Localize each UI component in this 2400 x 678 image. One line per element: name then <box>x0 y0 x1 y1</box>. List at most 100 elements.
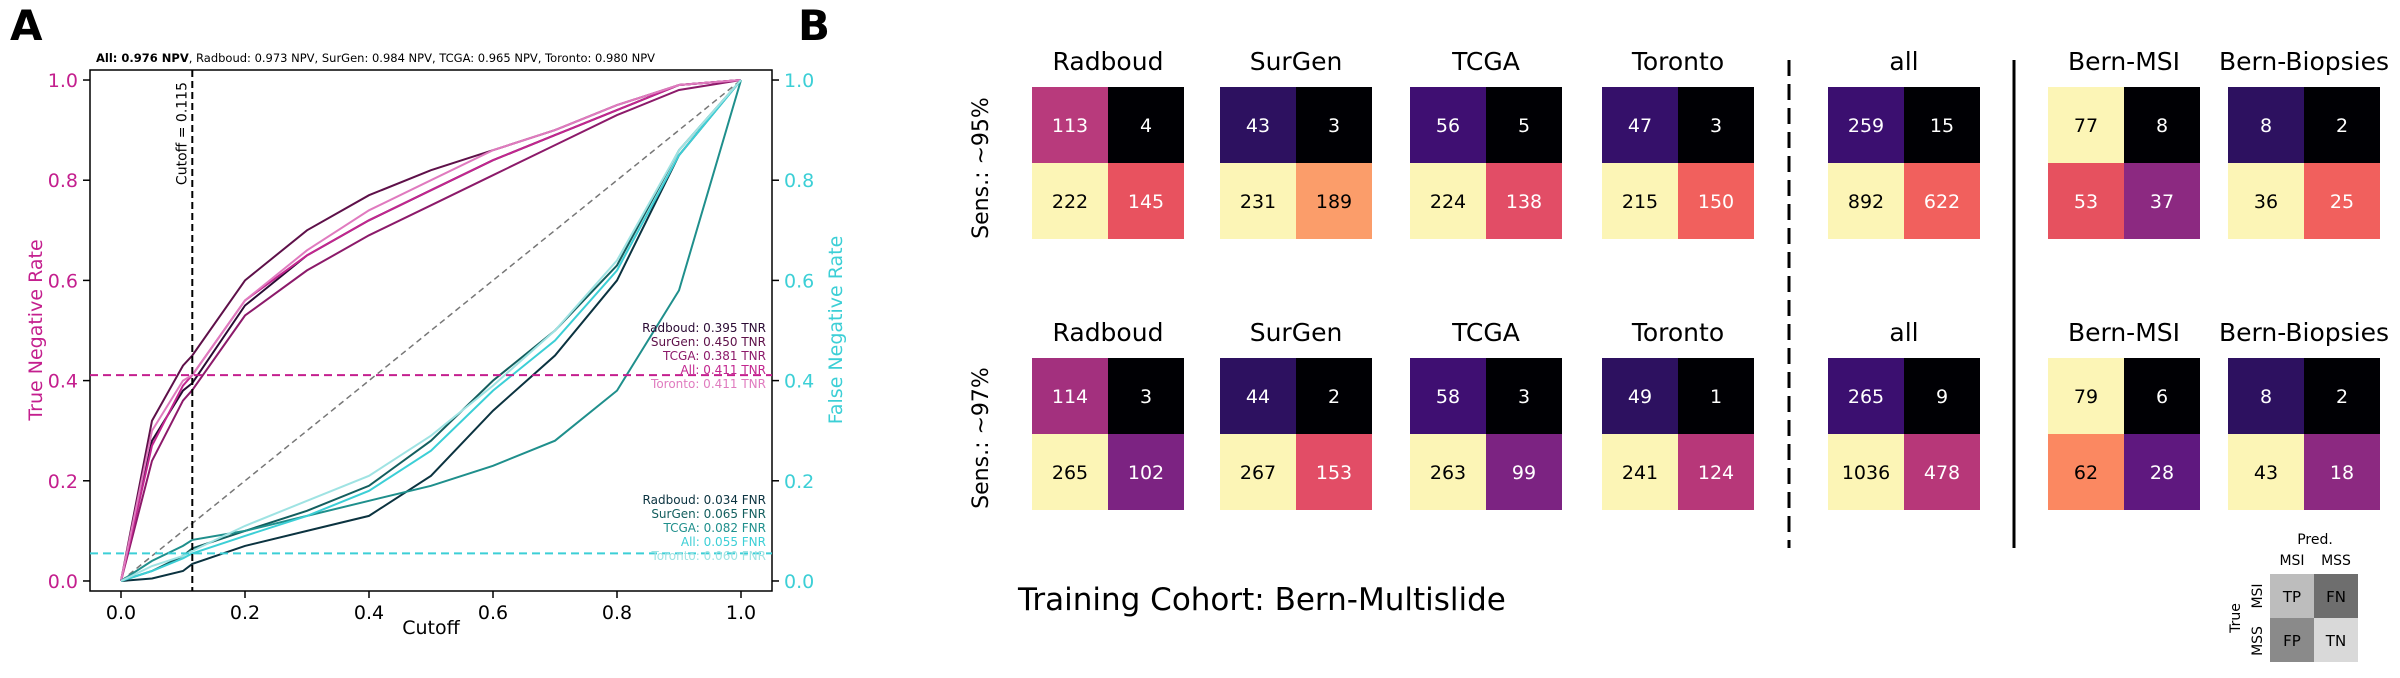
matrix-cell <box>1486 434 1562 510</box>
matrix-cell-value: 43 <box>2254 462 2278 484</box>
matrix-cell-value: 9 <box>1936 386 1948 408</box>
fnr-label: SurGen: 0.065 FNR <box>651 507 766 521</box>
matrix-title: Toronto <box>1631 47 1724 76</box>
plot-frame <box>89 69 773 592</box>
matrix-cell-value: 124 <box>1698 462 1734 484</box>
matrix-cell <box>1032 87 1108 163</box>
legend-cell <box>2270 574 2314 618</box>
matrix-cell <box>1032 163 1108 239</box>
matrix-cell-value: 1036 <box>1842 462 1890 484</box>
legend-cell-label: TN <box>2325 632 2346 650</box>
training-cohort-label: Training Cohort: Bern-Multislide <box>1017 582 1506 618</box>
matrix-cell <box>1220 163 1296 239</box>
matrix-cell <box>1108 358 1184 434</box>
row-label-95: Sens.: ~95% <box>969 97 994 239</box>
matrix-cell <box>1828 163 1904 239</box>
panel-b-letter: B <box>798 1 830 50</box>
matrix-cell <box>1032 434 1108 510</box>
matrix-cell <box>1108 87 1184 163</box>
series-fnr-radboud <box>120 79 742 582</box>
matrix-cell-value: 263 <box>1430 462 1466 484</box>
matrix-cell <box>2124 163 2200 239</box>
fnr-label: Radboud: 0.034 FNR <box>643 493 766 507</box>
fnr-label: TCGA: 0.082 FNR <box>662 521 766 535</box>
right-tick-label: 0.4 <box>784 371 814 393</box>
matrix-cell-value: 2 <box>2336 386 2348 408</box>
reference-lines: Cutoff = 0.115 <box>90 70 772 591</box>
matrix-bern-biopsies: Bern-Biopsies 8 2 36 25 <box>2219 47 2389 239</box>
matrix-cell <box>1410 163 1486 239</box>
matrix-bern-msi: Bern-MSI 79 6 62 28 <box>2048 318 2200 510</box>
matrix-cell-value: 36 <box>2254 191 2278 213</box>
matrix-title: TCGA <box>1451 47 1520 76</box>
npv-header-all: All: 0.976 NPV <box>96 51 189 65</box>
matrix-title: all <box>1889 318 1918 347</box>
right-axis-ticks: 0.0 0.2 0.4 0.6 0.8 1.0 <box>772 70 814 593</box>
tnr-label: Toronto: 0.411 TNR <box>650 377 766 391</box>
legend-cell-label: FN <box>2326 588 2346 606</box>
legend-pred-msi: MSI <box>2279 553 2304 569</box>
matrix-cell <box>1904 163 1980 239</box>
matrix-cell <box>1904 434 1980 510</box>
matrix-cell <box>2048 358 2124 434</box>
matrix-title: SurGen <box>1250 47 1343 76</box>
matrix-cell-value: 259 <box>1848 115 1884 137</box>
matrix-cell-value: 5 <box>1518 115 1530 137</box>
fnr-label: All: 0.055 FNR <box>681 535 766 549</box>
matrix-cell-value: 622 <box>1924 191 1960 213</box>
series-lines <box>120 79 742 582</box>
matrix-cell-value: 138 <box>1506 191 1542 213</box>
cutoff-label: Cutoff = 0.115 <box>174 82 190 185</box>
matrix-cell <box>1602 434 1678 510</box>
matrix-cell <box>1678 163 1754 239</box>
matrix-cell <box>1296 163 1372 239</box>
matrix-cell-value: 222 <box>1052 191 1088 213</box>
matrix-cell-value: 113 <box>1052 115 1088 137</box>
matrix-cell-value: 265 <box>1052 462 1088 484</box>
matrix-cell-value: 215 <box>1622 191 1658 213</box>
matrix-cell <box>1220 87 1296 163</box>
matrix-cell <box>2228 358 2304 434</box>
matrix-cell-value: 3 <box>1710 115 1722 137</box>
matrix-cell-value: 58 <box>1436 386 1460 408</box>
left-tick-label: 0.0 <box>48 571 78 593</box>
matrix-cell-value: 4 <box>1140 115 1152 137</box>
tnr-label: All: 0.411 TNR <box>680 363 766 377</box>
series-fnr-all <box>120 79 742 582</box>
matrix-cell-value: 3 <box>1328 115 1340 137</box>
row-label-97: Sens.: ~97% <box>969 367 994 509</box>
right-tick-label: 0.8 <box>784 170 814 192</box>
matrix-cell <box>2124 434 2200 510</box>
matrix-radboud: Radboud 113 4 222 145 <box>1032 47 1184 239</box>
series-fnr-tcga <box>120 79 742 582</box>
left-tick-label: 0.2 <box>48 471 78 493</box>
matrix-cell-value: 189 <box>1316 191 1352 213</box>
matrix-legend: Pred. MSI MSS True MSI MSS TP FN FP TN <box>2228 532 2358 662</box>
tnr-label: SurGen: 0.450 TNR <box>651 335 766 349</box>
legend-cell-label: TP <box>2282 588 2301 606</box>
matrix-cell-value: 47 <box>1628 115 1652 137</box>
matrix-title: all <box>1889 47 1918 76</box>
series-tnr-all <box>120 79 742 582</box>
matrix-cell-value: 18 <box>2330 462 2354 484</box>
matrix-tcga: TCGA 56 5 224 138 <box>1410 47 1562 239</box>
matrix-cell-value: 15 <box>1930 115 1954 137</box>
legend-true-msi: MSI <box>2250 583 2266 608</box>
matrix-cell-value: 2 <box>1328 386 1340 408</box>
matrix-cell-value: 8 <box>2260 386 2272 408</box>
matrix-cell-value: 150 <box>1698 191 1734 213</box>
series-tnr-tcga <box>120 79 742 582</box>
matrix-cell-value: 145 <box>1128 191 1164 213</box>
left-tick-label: 1.0 <box>48 70 78 92</box>
npv-header-rest: , Radboud: 0.973 NPV, SurGen: 0.984 NPV,… <box>189 51 655 65</box>
matrix-cell <box>2228 87 2304 163</box>
matrix-surgen: SurGen 43 3 231 189 <box>1220 47 1372 239</box>
matrix-cell <box>2304 87 2380 163</box>
matrix-cell <box>1220 358 1296 434</box>
matrix-cell <box>1904 87 1980 163</box>
legend-pred: Pred. <box>2297 532 2333 548</box>
legend-true-mss: MSS <box>2250 626 2266 656</box>
